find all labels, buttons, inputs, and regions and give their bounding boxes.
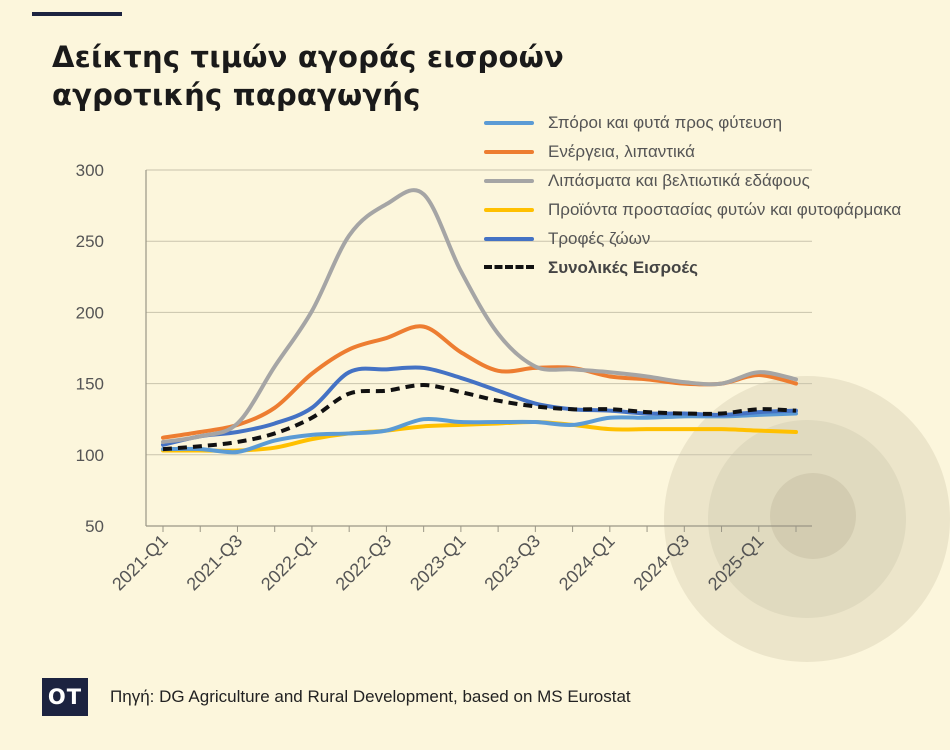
source-note: Πηγή: DG Agriculture and Rural Developme…	[110, 687, 631, 706]
legend-item: Σπόροι και φυτά προς φύτευση	[484, 112, 904, 133]
legend-swatch	[484, 237, 534, 241]
y-tick-label: 250	[76, 232, 104, 251]
y-tick-label: 100	[76, 446, 104, 465]
ot-logo: OT	[42, 678, 88, 716]
legend-swatch	[484, 179, 534, 183]
legend-label: Προϊόντα προστασίας φυτών και φυτοφάρμακ…	[548, 200, 902, 219]
legend-swatch	[484, 121, 534, 125]
legend-item: Ενέργεια, λιπαντικά	[484, 141, 904, 162]
legend-swatch	[484, 265, 534, 269]
legend-label: Λιπάσματα και βελτιωτικά εδάφους	[548, 171, 810, 190]
y-tick-label: 300	[76, 161, 104, 180]
legend-item: Λιπάσματα και βελτιωτικά εδάφους	[484, 170, 904, 191]
legend-swatch	[484, 208, 534, 212]
x-tick-label: 2025-Q1	[704, 531, 768, 595]
series-line-5	[161, 365, 798, 447]
y-tick-label: 50	[85, 517, 104, 536]
x-tick-label: 2024-Q1	[555, 531, 619, 595]
series-line-6	[162, 383, 797, 452]
chart-legend: Σπόροι και φυτά προς φύτευση Ενέργεια, λι…	[484, 112, 904, 286]
series-line-1	[161, 411, 798, 455]
legend-swatch	[484, 150, 534, 154]
x-tick-label: 2021-Q3	[183, 531, 247, 595]
legend-label: Συνολικές Εισροές	[548, 258, 698, 277]
legend-item: Συνολικές Εισροές	[484, 257, 904, 278]
x-tick-label: 2023-Q3	[480, 531, 544, 595]
legend-label: Ενέργεια, λιπαντικά	[548, 142, 695, 161]
x-tick-label: 2021-Q1	[108, 531, 172, 595]
legend-label: Σπόροι και φυτά προς φύτευση	[548, 113, 783, 132]
footer: OT Πηγή: DG Agriculture and Rural Develo…	[42, 677, 631, 717]
x-tick-label: 2024-Q3	[629, 531, 693, 595]
chart-title-line-2: αγροτικής παραγωγής	[52, 78, 421, 112]
series-line-3	[161, 188, 798, 444]
legend-label: Τροφές ζώων	[548, 229, 651, 248]
chart-title: Δείκτης τιμών αγοράς εισροών αγροτικής π…	[52, 38, 612, 114]
y-tick-label: 150	[76, 375, 104, 394]
top-accent-rule	[32, 12, 122, 16]
x-tick-label: 2022-Q3	[332, 531, 396, 595]
decorative-circle-inner	[770, 473, 856, 559]
x-tick-label: 2022-Q1	[257, 531, 321, 595]
legend-item: Τροφές ζώων	[484, 228, 904, 249]
legend-item: Προϊόντα προστασίας φυτών και φυτοφάρμακ…	[484, 199, 904, 220]
chart-title-line-1: Δείκτης τιμών αγοράς εισροών	[52, 40, 564, 74]
x-tick-label: 2023-Q1	[406, 531, 470, 595]
y-tick-label: 200	[76, 303, 104, 322]
